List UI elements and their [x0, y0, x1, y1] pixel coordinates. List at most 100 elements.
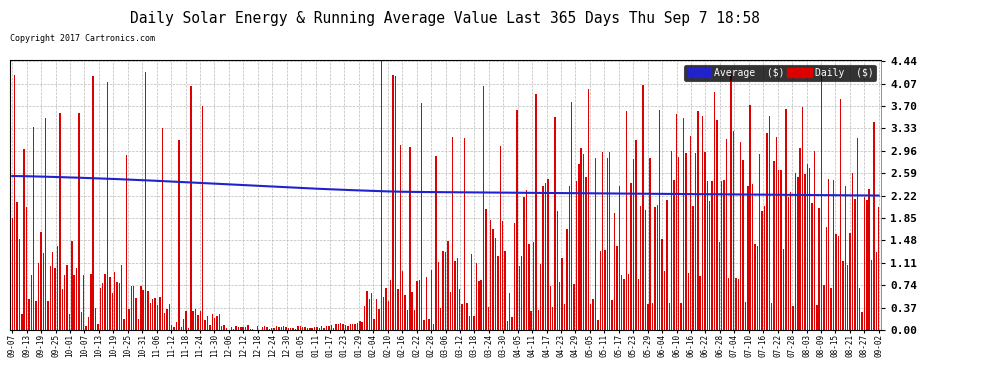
Bar	[366, 291, 367, 330]
Bar	[107, 82, 108, 330]
Bar	[454, 261, 455, 330]
Bar	[612, 300, 613, 330]
Bar	[424, 320, 425, 330]
Bar	[742, 159, 743, 330]
Bar	[504, 251, 506, 330]
Bar	[602, 152, 603, 330]
Bar	[814, 152, 815, 330]
Bar	[440, 308, 442, 330]
Bar	[297, 326, 299, 330]
Bar	[283, 326, 284, 330]
Bar	[12, 217, 13, 330]
Bar	[231, 327, 232, 330]
Bar	[740, 142, 742, 330]
Legend: Average  ($), Daily  ($): Average ($), Daily ($)	[684, 65, 876, 81]
Bar	[690, 136, 691, 330]
Bar	[24, 148, 25, 330]
Bar	[456, 258, 458, 330]
Bar	[826, 226, 827, 330]
Bar	[21, 315, 23, 330]
Bar	[700, 276, 701, 330]
Bar	[536, 94, 537, 330]
Bar	[156, 304, 158, 330]
Bar	[683, 118, 684, 330]
Bar	[392, 75, 394, 330]
Bar	[600, 251, 601, 330]
Bar	[807, 164, 808, 330]
Bar	[319, 328, 320, 330]
Bar	[719, 242, 720, 330]
Bar	[416, 281, 418, 330]
Text: Copyright 2017 Cartronics.com: Copyright 2017 Cartronics.com	[10, 34, 154, 43]
Bar	[704, 152, 706, 330]
Bar	[304, 327, 306, 330]
Bar	[212, 314, 213, 330]
Bar	[502, 221, 503, 330]
Bar	[478, 281, 479, 330]
Bar	[636, 140, 637, 330]
Bar	[309, 328, 311, 330]
Bar	[851, 174, 853, 330]
Bar	[52, 252, 53, 330]
Bar	[347, 326, 348, 330]
Bar	[173, 327, 175, 330]
Bar	[280, 327, 282, 330]
Bar	[614, 213, 615, 330]
Bar	[176, 322, 177, 330]
Bar	[461, 304, 463, 330]
Bar	[324, 328, 325, 330]
Bar	[607, 158, 608, 330]
Bar	[273, 328, 275, 330]
Bar	[26, 207, 28, 330]
Bar	[516, 110, 518, 330]
Bar	[261, 327, 263, 330]
Bar	[824, 285, 825, 330]
Bar	[680, 303, 682, 330]
Bar	[500, 146, 501, 330]
Bar	[473, 316, 475, 330]
Bar	[619, 186, 620, 330]
Bar	[576, 181, 577, 330]
Bar	[512, 317, 513, 330]
Bar	[831, 288, 832, 330]
Bar	[436, 156, 437, 330]
Bar	[540, 264, 542, 330]
Bar	[856, 138, 858, 330]
Bar	[295, 329, 296, 330]
Bar	[797, 177, 799, 330]
Bar	[328, 326, 330, 330]
Bar	[307, 328, 308, 330]
Bar	[397, 289, 399, 330]
Bar	[241, 327, 242, 330]
Bar	[707, 180, 708, 330]
Bar	[459, 290, 460, 330]
Bar	[616, 246, 618, 330]
Bar	[749, 105, 750, 330]
Bar	[751, 184, 753, 330]
Bar	[164, 313, 165, 330]
Bar	[85, 326, 87, 330]
Bar	[464, 138, 465, 330]
Bar	[666, 200, 667, 330]
Bar	[438, 262, 440, 330]
Bar	[840, 99, 842, 330]
Bar	[733, 132, 735, 330]
Bar	[300, 326, 301, 330]
Bar	[673, 180, 675, 330]
Bar	[649, 158, 650, 330]
Bar	[71, 242, 72, 330]
Bar	[343, 324, 344, 330]
Bar	[197, 315, 199, 330]
Bar	[654, 207, 655, 330]
Bar	[563, 303, 565, 330]
Bar	[390, 280, 391, 330]
Bar	[873, 122, 875, 330]
Bar	[288, 328, 289, 330]
Bar	[285, 327, 287, 330]
Bar	[788, 197, 789, 330]
Bar	[161, 128, 163, 330]
Bar	[802, 107, 803, 330]
Bar	[31, 275, 32, 330]
Bar	[326, 326, 328, 330]
Bar	[14, 75, 16, 330]
